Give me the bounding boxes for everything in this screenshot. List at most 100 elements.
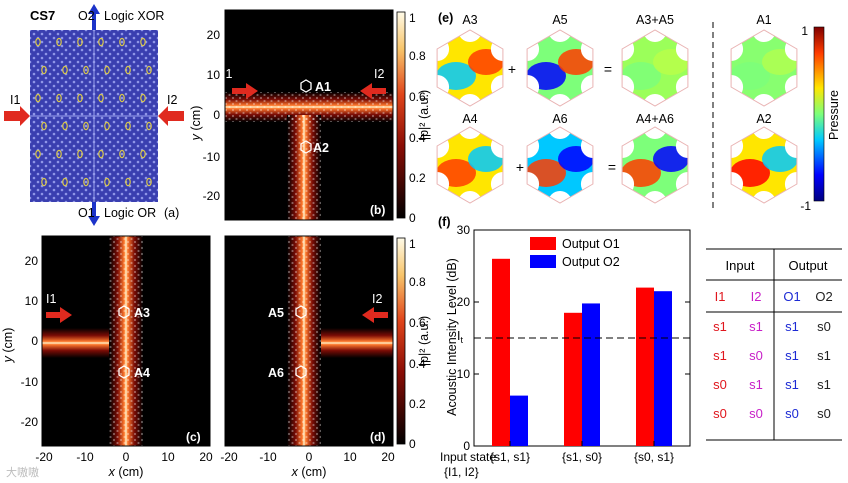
x-tick-d-0: -20 bbox=[220, 450, 238, 464]
mode-rod-5-4 bbox=[548, 127, 572, 139]
bar-o1-0 bbox=[492, 258, 510, 446]
right-port-label: I2 bbox=[167, 93, 177, 107]
grain-marker-9 bbox=[104, 65, 110, 75]
y-tick-c-3: -10 bbox=[21, 375, 39, 389]
grain-marker-5 bbox=[140, 37, 146, 47]
table-cell-1-3: s1 bbox=[817, 348, 831, 363]
mode-hexagons: A3 A5 A3+A5 A1 A4 A6 A4+A6 A2 bbox=[436, 13, 798, 204]
grain-marker-19 bbox=[62, 121, 68, 131]
mode-rod-5-1 bbox=[548, 191, 572, 203]
table-cell-3-1: s0 bbox=[749, 406, 763, 421]
grain-marker-17 bbox=[140, 93, 146, 103]
grain-marker-25 bbox=[56, 149, 62, 159]
watermark: 大嗷嗷 bbox=[6, 465, 39, 479]
axis-y-b: 20 10 0 -10 -20 y (cm) bbox=[189, 28, 220, 203]
x-tick-d-2: 0 bbox=[306, 450, 313, 464]
grain-marker-24 bbox=[35, 149, 41, 159]
pressure-colorbar-label: Pressure bbox=[827, 90, 841, 140]
top-port-label: O2 bbox=[78, 9, 95, 23]
input-state-caption-2: {I1, I2} bbox=[444, 465, 479, 479]
table-cell-2-1: s1 bbox=[749, 377, 763, 392]
table-cell-1-2: s1 bbox=[785, 348, 799, 363]
x-tick-label-1: {s1, s0} bbox=[562, 450, 602, 464]
y-tick-b-2: 0 bbox=[213, 108, 220, 122]
y-tick-c-0: 20 bbox=[25, 254, 39, 268]
plus-sign-row2: + bbox=[516, 159, 524, 175]
panel-label-d: (d) bbox=[370, 430, 385, 444]
grain-marker-4 bbox=[119, 37, 125, 47]
x-axis-var-c: x bbox=[108, 465, 116, 479]
panel-label-e: (e) bbox=[438, 11, 453, 25]
top-logic-label: Logic XOR bbox=[104, 9, 164, 23]
legend-label-0: Output O1 bbox=[562, 237, 620, 251]
panel-label-b: (b) bbox=[370, 203, 385, 217]
mode-hexagon-a1: A1 bbox=[730, 13, 798, 107]
mode-hexagon-a4: A4 bbox=[436, 112, 504, 204]
x-axis-var-d: x bbox=[291, 465, 299, 479]
colorbar-b-tick-2: 0.6 bbox=[409, 90, 426, 104]
mode-label-3: A1 bbox=[756, 13, 771, 27]
mode-outline-4 bbox=[436, 126, 504, 204]
grain-marker-12 bbox=[35, 93, 41, 103]
x-axis-label-d: x (cm) bbox=[291, 465, 327, 479]
frame-b bbox=[224, 9, 394, 221]
panel-label-f: (f) bbox=[438, 215, 451, 229]
output-o1-arrow bbox=[88, 202, 100, 226]
mode-label-0: A3 bbox=[462, 13, 477, 27]
marker-hexagon-a3 bbox=[118, 305, 130, 319]
marker-hexagon-a5 bbox=[295, 305, 307, 319]
colorbar-d-tick-2: 0.6 bbox=[409, 316, 426, 330]
x-axis-unit-d: (cm) bbox=[298, 465, 326, 479]
mode-hexagon-a2: A2 bbox=[730, 112, 798, 204]
table-cell-1-1: s0 bbox=[749, 348, 763, 363]
bar-o2-1 bbox=[582, 303, 600, 446]
panel-f: (f) 0 10 20 30 {s1, s1} {s1, s0} {s0, s1} Outpu… bbox=[438, 215, 691, 479]
grain-marker-29 bbox=[140, 149, 146, 159]
mode-field-0 bbox=[437, 30, 503, 106]
table-cell-3-2: s0 bbox=[785, 406, 799, 421]
y-tick-label-3: 30 bbox=[457, 223, 471, 237]
x-tick-c-0: -20 bbox=[35, 450, 53, 464]
mode-label-6: A4+A6 bbox=[636, 112, 674, 126]
grain-marker-1 bbox=[56, 37, 62, 47]
grain-marker-34 bbox=[125, 177, 131, 187]
field-input-label-b-i1: I1 bbox=[222, 67, 232, 81]
mode-rod-3-4 bbox=[752, 30, 776, 42]
mode-label-1: A5 bbox=[552, 13, 567, 27]
grain-marker-22 bbox=[125, 121, 131, 131]
truth-table: Input Output I1 I2 O1 O2 s1 s1 s1 s0 s1 s0 s1 s1 s0 s… bbox=[706, 248, 842, 441]
marker-label-a5: A5 bbox=[268, 306, 284, 320]
mode-rod-4-1 bbox=[458, 191, 482, 203]
mode-outline-5 bbox=[526, 126, 594, 204]
mode-field-2 bbox=[622, 30, 688, 106]
mode-rod-2-1 bbox=[643, 94, 667, 106]
table-cell-1-0: s1 bbox=[713, 348, 727, 363]
panel-label-a: (a) bbox=[164, 206, 179, 220]
frame-d bbox=[224, 235, 394, 447]
mode-outline-3 bbox=[730, 29, 798, 107]
mode-field-4 bbox=[437, 127, 503, 203]
y-tick-b-4: -20 bbox=[203, 189, 221, 203]
grain-marker-21 bbox=[104, 121, 110, 131]
panel-a: CS7 O2 Logic XOR O1 Logic OR I1 I2 (a) bbox=[4, 4, 184, 226]
panel-c: I1 A3 A4 (c) bbox=[41, 235, 211, 447]
threshold-label: It bbox=[457, 329, 463, 345]
colorbar-b-gradient bbox=[396, 11, 406, 219]
threshold-label-sub: t bbox=[460, 335, 463, 345]
mode-outline-2 bbox=[621, 29, 689, 107]
field-input-i1-arrow-c bbox=[46, 307, 72, 323]
grain-marker-31 bbox=[62, 177, 68, 187]
colorbar-b-label: |p|² (a.u.) bbox=[417, 90, 431, 140]
table-cell-2-2: s1 bbox=[785, 377, 799, 392]
mode-rod-0-4 bbox=[458, 30, 482, 42]
mode-label-7: A2 bbox=[756, 112, 771, 126]
table-subheader-3: O2 bbox=[815, 289, 832, 304]
output-o2-arrow bbox=[88, 4, 100, 30]
bar-o1-1 bbox=[564, 312, 582, 446]
grain-marker-13 bbox=[56, 93, 62, 103]
legend-swatch-0 bbox=[530, 237, 556, 250]
pressure-colorbar-top: 1 bbox=[801, 24, 808, 38]
mode-field-5 bbox=[527, 127, 593, 203]
y-tick-label-0: 0 bbox=[463, 439, 470, 453]
grain-marker-3 bbox=[98, 37, 104, 47]
